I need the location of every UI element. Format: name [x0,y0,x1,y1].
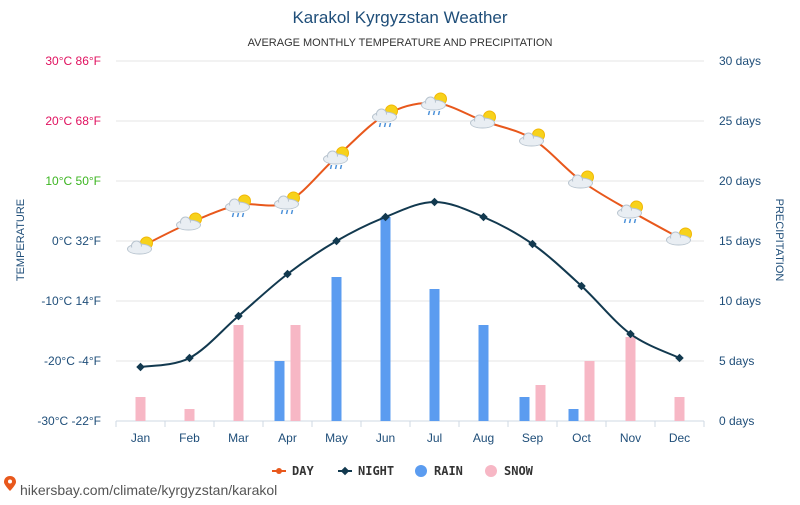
x-tick-label: Jul [427,431,442,445]
x-tick-label: Jun [376,431,395,445]
x-tick-label: Jan [131,431,150,445]
left-tick-label: 0°C 32°F [52,234,101,248]
snow-bar [674,397,685,421]
left-tick-label: -30°C -22°F [37,414,101,428]
night-point [283,269,292,279]
precipitation-bars [135,217,685,421]
snow-bar [584,361,595,421]
snow-bar [625,337,636,421]
x-axis-ticks: Jan Feb Mar Apr May Jun Jul Aug Sep Oct Nov Dec [115,421,705,445]
snow-bar [233,325,244,421]
sun-cloud-icon [127,236,153,255]
right-tick-label: 20 days [719,174,761,188]
x-tick-label: Sep [522,431,544,445]
left-tick-label: -10°C 14°F [41,294,101,308]
snow-bar [135,397,146,421]
x-tick-label: Nov [620,431,641,445]
rain-bar [274,361,285,421]
sun-cloud-rain-icon [421,92,447,116]
night-point [479,212,488,222]
legend-label: SNOW [504,464,534,478]
left-axis-label: TEMPERATURE [15,199,27,281]
legend[interactable]: DAY NIGHT RAIN SNOW [272,464,534,478]
temperature-lines [136,100,684,372]
rain-bar [331,277,342,421]
sun-cloud-icon [519,128,545,147]
night-point [332,236,341,246]
night-point [430,197,439,207]
chart-title: Karakol Kyrgyzstan Weather [292,8,507,27]
snow-bar [290,325,301,421]
right-tick-label: 0 days [719,414,754,428]
night-point [626,329,635,339]
left-tick-label: 20°C 68°F [45,114,101,128]
location-pin-icon [4,476,16,491]
snow-bar [535,385,546,421]
night-point [185,353,194,363]
legend-item-snow[interactable]: SNOW [485,464,534,478]
right-tick-label: 15 days [719,234,761,248]
legend-label: DAY [292,464,314,478]
right-tick-label: 5 days [719,354,754,368]
sun-cloud-rain-icon [372,104,398,128]
grid-lines [116,60,704,422]
x-tick-label: Dec [669,431,690,445]
x-tick-label: Feb [179,431,200,445]
x-tick-label: Mar [228,431,249,445]
left-tick-label: 10°C 50°F [45,174,101,188]
legend-item-night[interactable]: NIGHT [338,464,394,478]
night-point [675,353,684,363]
weather-icons [127,92,692,255]
watermark[interactable]: hikersbay.com/climate/kyrgyzstan/karakol [4,476,277,498]
night-point [381,212,390,222]
left-axis-ticks: 30°C 86°F 20°C 68°F 10°C 50°F 0°C 32°F -10°C… [37,54,101,428]
x-tick-label: Aug [473,431,494,445]
left-tick-label: -20°C -4°F [44,354,101,368]
night-point [577,281,586,291]
sun-cloud-icon [176,212,202,231]
sun-cloud-icon [470,110,496,129]
watermark-text: hikersbay.com/climate/kyrgyzstan/karakol [20,482,277,498]
sun-cloud-rain-icon [274,191,300,215]
legend-label: NIGHT [358,464,394,478]
right-tick-label: 10 days [719,294,761,308]
chart-subtitle: AVERAGE MONTHLY TEMPERATURE AND PRECIPIT… [248,37,553,49]
x-tick-label: Oct [572,431,591,445]
right-axis-label: PRECIPITATION [773,199,785,282]
day-temperature-line [140,101,680,248]
sun-cloud-icon [568,170,594,189]
night-point [234,311,243,321]
snow-bar [184,409,195,421]
sun-cloud-rain-icon [323,146,349,170]
rain-bar [568,409,579,421]
right-tick-label: 25 days [719,114,761,128]
rain-bar [380,217,391,421]
rain-bar [429,289,440,421]
x-tick-label: Apr [278,431,297,445]
rain-bar [519,397,530,421]
right-tick-label: 30 days [719,54,761,68]
sun-cloud-rain-icon [225,194,251,218]
sun-cloud-icon [666,227,692,246]
legend-item-rain[interactable]: RAIN [415,464,463,478]
right-axis-ticks: 30 days 25 days 20 days 15 days 10 days 5 day… [719,54,761,428]
x-tick-label: May [325,431,348,445]
rain-bar [478,325,489,421]
legend-label: RAIN [434,464,463,478]
legend-item-day[interactable]: DAY [272,464,314,478]
left-tick-label: 30°C 86°F [45,54,101,68]
night-temperature-line [140,200,680,368]
night-point [136,362,145,372]
sun-cloud-rain-icon [617,200,643,224]
